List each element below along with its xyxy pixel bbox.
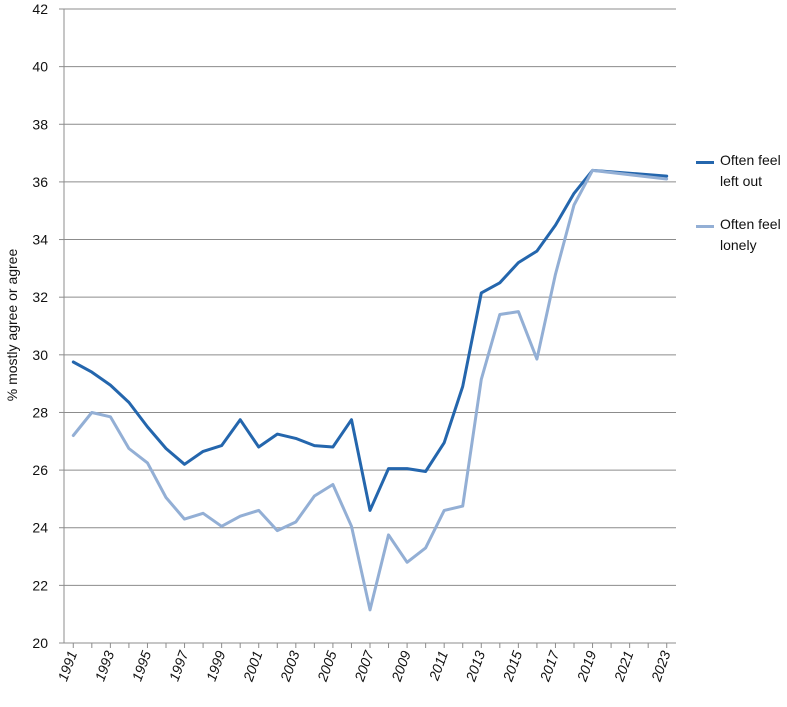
x-tick-label: 2021 <box>610 649 636 685</box>
y-tick-label: 42 <box>32 1 48 17</box>
y-axis-label: % mostly agree or agree <box>4 249 20 402</box>
y-tick-label: 22 <box>32 577 48 593</box>
x-tick-label: 2005 <box>314 648 340 684</box>
x-tick-label: 2013 <box>462 648 488 684</box>
x-tick-label: 2011 <box>425 649 451 684</box>
x-tick-label: 2001 <box>240 649 266 685</box>
y-tick-label: 20 <box>32 635 48 651</box>
x-tick-label: 2003 <box>277 648 303 684</box>
gridlines <box>64 8 676 644</box>
y-axis-ticks: 20 22 24 26 28 30 32 34 36 38 40 42 <box>32 1 64 651</box>
x-tick-label: 1999 <box>203 648 229 683</box>
legend-label-lonely: Often feel lonely <box>720 216 781 253</box>
x-tick-label: 1993 <box>91 648 117 683</box>
series-line-lonely <box>71 168 669 612</box>
y-tick-label: 34 <box>32 232 48 248</box>
x-tick-label: 1991 <box>54 649 80 684</box>
y-tick-label: 30 <box>32 347 48 363</box>
x-tick-label: 2023 <box>648 648 674 684</box>
x-tick-label: 1995 <box>129 648 155 683</box>
y-tick-label: 28 <box>32 404 48 420</box>
y-tick-label: 32 <box>32 289 48 305</box>
legend: Often feel left out Often feel lonely <box>696 150 786 278</box>
x-tick-label: 2017 <box>536 647 562 684</box>
x-axis-ticks: 1991 1993 1995 1997 1999 2001 2003 2005 2007 2009… <box>54 643 674 685</box>
legend-item-lonely: Often feel lonely <box>696 214 786 256</box>
legend-item-left-out: Often feel left out <box>696 150 786 192</box>
y-tick-label: 36 <box>32 174 48 190</box>
legend-label-left-out: Often feel left out <box>720 152 781 189</box>
y-tick-label: 26 <box>32 462 48 478</box>
x-tick-label: 2015 <box>499 648 525 684</box>
legend-swatch-left-out <box>696 161 714 164</box>
y-tick-label: 40 <box>32 59 48 75</box>
x-tick-label: 1997 <box>166 647 192 683</box>
series-lines <box>71 168 669 612</box>
x-tick-label: 2009 <box>388 648 414 684</box>
series-line-left-out <box>71 168 669 512</box>
legend-swatch-lonely <box>696 225 714 228</box>
x-tick-label: 2019 <box>573 648 599 684</box>
x-tick-label: 2007 <box>351 647 377 684</box>
y-tick-label: 24 <box>32 520 48 536</box>
y-tick-label: 38 <box>32 116 48 132</box>
